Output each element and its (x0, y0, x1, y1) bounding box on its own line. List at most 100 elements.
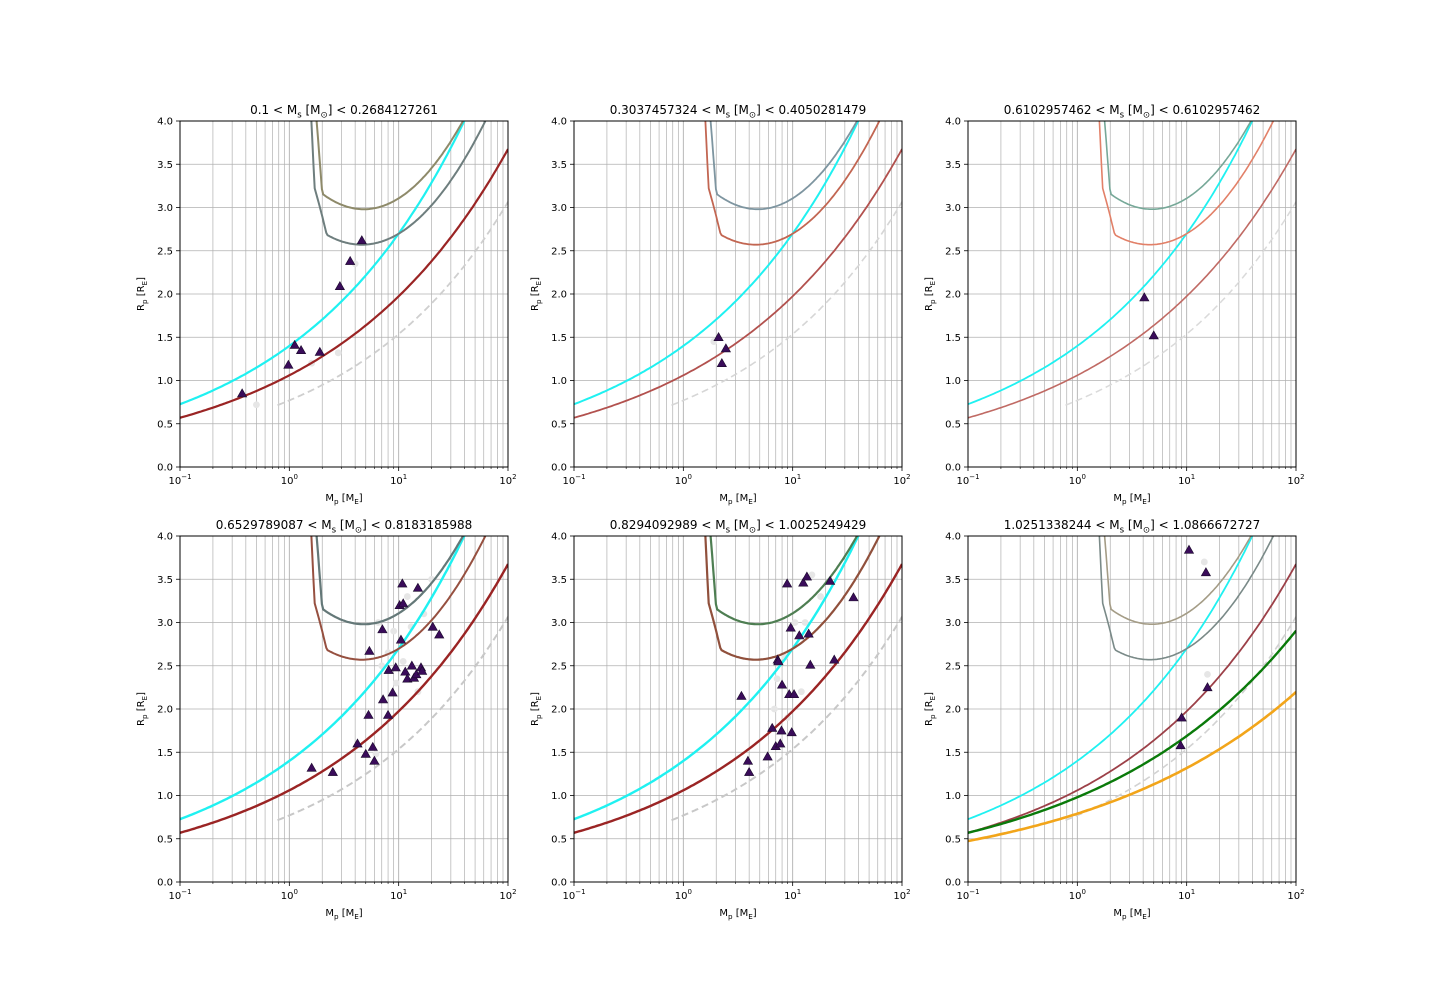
y-tick-label: 4.0 (157, 117, 173, 128)
y-tick-label: 3.0 (945, 618, 961, 629)
subplot-title: 0.3037457324 < Ms [M⊙] < 0.4050281479 (610, 103, 867, 120)
x-tick-label: 102 (499, 888, 516, 902)
planet-marker (295, 345, 307, 354)
y-tick-label: 2.0 (551, 705, 567, 716)
y-tick-label: 3.5 (945, 575, 961, 586)
planet-marker (1148, 330, 1159, 340)
model-curve-cyan (968, 121, 1254, 406)
planet-marker (720, 343, 731, 353)
planet-marker (1183, 544, 1195, 554)
planet-marker (397, 578, 408, 588)
planet-marker (395, 634, 407, 644)
subplot-title: 0.6102957462 < Ms [M⊙] < 0.6102957462 (1004, 103, 1261, 120)
planet-marker (794, 630, 805, 640)
planet-marker (352, 738, 363, 748)
planet-marker (356, 235, 367, 245)
y-tick-label: 3.0 (157, 203, 173, 214)
y-tick-label: 4.0 (945, 532, 961, 543)
y-tick-label: 0.5 (551, 419, 567, 430)
y-tick-label: 1.0 (551, 376, 567, 387)
y-tick-label: 0.0 (157, 463, 173, 474)
planet-marker (786, 727, 797, 737)
model-curve-cyan (574, 121, 860, 406)
ghost-point (797, 688, 805, 696)
y-tick-label: 3.0 (551, 618, 567, 629)
y-axis-label: Rp [RE] (530, 692, 543, 726)
planet-marker (363, 709, 374, 719)
ghost-point (770, 705, 778, 713)
y-tick-label: 4.0 (551, 117, 567, 128)
y-tick-label: 0.5 (945, 419, 961, 430)
y-tick-label: 3.5 (945, 160, 961, 171)
ghost-point (392, 679, 400, 687)
planet-marker (367, 741, 378, 751)
x-tick-label: 10−1 (562, 473, 585, 487)
planet-marker (327, 766, 338, 776)
planet-marker (785, 622, 796, 632)
x-tick-label: 102 (1287, 888, 1304, 902)
x-tick-label: 101 (784, 473, 801, 487)
y-tick-label: 0.0 (551, 463, 567, 474)
planet-marker (383, 664, 394, 674)
y-tick-label: 3.5 (551, 575, 567, 586)
model-curve-iron (671, 201, 902, 406)
ghost-point (791, 619, 799, 626)
model-curve-rock (574, 148, 902, 419)
planet-marker (406, 660, 417, 670)
y-axis-label: Rp [RE] (136, 277, 149, 311)
model-curve-envB (1103, 121, 1252, 210)
planet-marker (412, 582, 424, 592)
ghost-point (773, 675, 781, 683)
planet-marker (762, 751, 773, 761)
model-curve-envA (704, 121, 881, 246)
planet-marker (398, 598, 409, 608)
planet-marker (1139, 292, 1150, 302)
grid (180, 536, 508, 882)
x-axis-label: Mp [ME] (719, 493, 756, 506)
y-tick-label: 4.0 (945, 117, 961, 128)
y-tick-label: 1.5 (157, 333, 173, 344)
ghost-point (808, 571, 816, 579)
y-tick-label: 0.0 (945, 878, 961, 889)
grid (574, 121, 902, 467)
planet-marker (716, 357, 727, 367)
x-tick-label: 102 (893, 473, 910, 487)
x-tick-label: 100 (281, 473, 298, 487)
ghost-point (1204, 671, 1211, 678)
x-axis-label: Mp [ME] (1113, 493, 1150, 506)
y-tick-label: 2.5 (945, 246, 961, 257)
model-curve-envA (310, 536, 487, 661)
planet-marker (829, 654, 840, 664)
x-tick-label: 100 (675, 473, 692, 487)
planet-marker (1200, 567, 1212, 577)
y-tick-label: 0.5 (157, 834, 173, 845)
x-tick-label: 10−1 (168, 888, 191, 902)
model-curve-cyan (180, 121, 466, 406)
subplot-title: 0.1 < Ms [M⊙] < 0.2684127261 (250, 103, 438, 120)
y-tick-label: 2.0 (945, 290, 961, 301)
y-tick-label: 2.5 (157, 661, 173, 672)
planet-marker (237, 388, 248, 398)
planet-marker (434, 629, 445, 639)
planet-marker (713, 332, 724, 342)
y-tick-label: 1.0 (551, 791, 567, 802)
y-tick-label: 4.0 (551, 532, 567, 543)
y-tick-label: 0.0 (157, 878, 173, 889)
model-curve-envB (315, 536, 465, 626)
subplot-title: 0.6529789087 < Ms [M⊙] < 0.8183185988 (216, 518, 473, 535)
model-curve-envB (709, 121, 859, 211)
planet-marker (402, 673, 413, 683)
x-tick-label: 100 (281, 888, 298, 902)
planet-marker (387, 687, 398, 697)
y-tick-label: 2.0 (157, 290, 173, 301)
x-tick-label: 10−1 (562, 888, 585, 902)
model-curve-rock (180, 148, 508, 419)
model-curve-green (968, 629, 1296, 834)
y-tick-label: 1.0 (157, 376, 173, 387)
x-tick-label: 102 (1287, 473, 1304, 487)
planet-marker (744, 766, 755, 776)
y-tick-label: 3.5 (551, 160, 567, 171)
model-curve-iron (277, 201, 508, 407)
plot-area (574, 536, 902, 834)
